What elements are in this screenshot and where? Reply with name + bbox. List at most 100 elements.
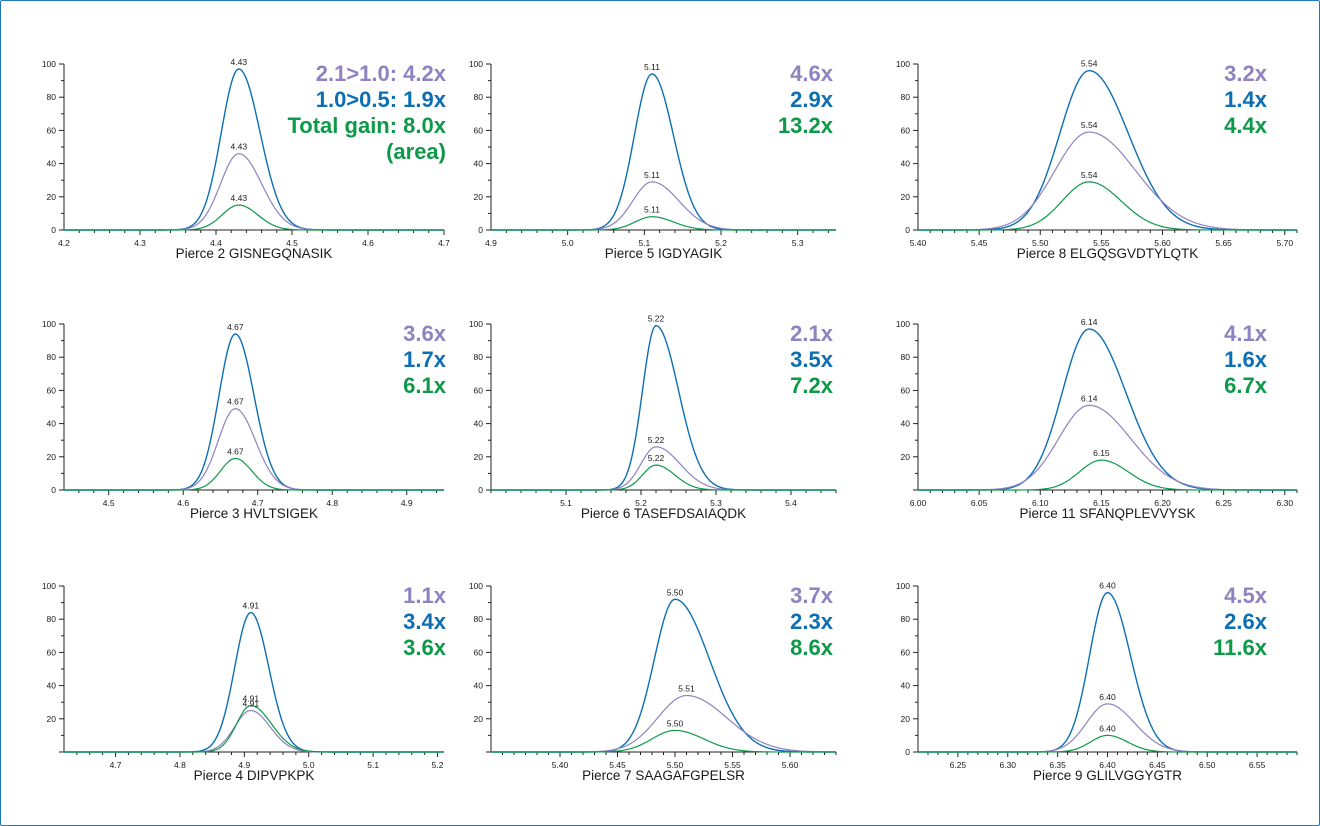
chromatogram-panel: 5.40 5.45 5.50 5.55 5.60 5.65 5.70 0 20 40 60 80 100… xyxy=(896,59,1298,261)
chromatogram-panel: 6.25 6.30 6.35 6.40 6.45 6.50 6.55 0 20 40 60 80 100… xyxy=(896,581,1298,783)
peak-label: 4.67 xyxy=(227,322,244,332)
chromatogram-panel: 4.9 5.0 5.1 5.2 5.3 0 20 40 60 80 100 5.11 5.11 5.11 P… xyxy=(469,59,836,261)
peak-label: 6.14 xyxy=(1081,393,1098,403)
gain-label: 2.6x xyxy=(1224,609,1268,634)
gain-label: 1.0>0.5: 1.9x xyxy=(316,87,447,112)
x-tick-label: 6.15 xyxy=(1093,498,1110,508)
gain-label: 3.4x xyxy=(403,609,447,634)
x-tick-label: 4.8 xyxy=(174,760,186,770)
y-tick-label: 20 xyxy=(47,192,57,202)
blue-trace xyxy=(64,333,444,491)
y-tick-label: 40 xyxy=(47,681,57,691)
purple-trace xyxy=(491,181,836,231)
x-tick-label: 5.50 xyxy=(1032,238,1049,248)
x-tick-label: 4.5 xyxy=(286,238,298,248)
gain-label: 4.4x xyxy=(1224,113,1268,138)
y-tick-label: 0 xyxy=(51,225,56,235)
y-tick-label: 80 xyxy=(47,92,57,102)
gain-label: 2.3x xyxy=(790,609,834,634)
x-tick-label: 5.3 xyxy=(792,238,804,248)
x-tick-label: 6.00 xyxy=(910,498,927,508)
y-tick-label: 60 xyxy=(47,647,57,657)
peak-label: 4.91 xyxy=(243,699,260,709)
y-tick-label: 80 xyxy=(901,614,911,624)
x-tick-label: 5.60 xyxy=(782,760,799,770)
x-tick-label: 5.2 xyxy=(635,498,647,508)
gain-label: 3.2x xyxy=(1224,61,1268,86)
y-tick-label: 0 xyxy=(478,485,483,495)
x-tick-label: 5.1 xyxy=(560,498,572,508)
blue-trace xyxy=(64,611,444,753)
y-tick-label: 0 xyxy=(905,225,910,235)
gain-label: 4.5x xyxy=(1224,583,1268,608)
gain-label: 6.1x xyxy=(403,373,447,398)
y-tick-label: 60 xyxy=(901,125,911,135)
x-tick-label: 6.20 xyxy=(1154,498,1171,508)
gain-label: 4.1x xyxy=(1224,321,1268,346)
panel-title: Pierce 5 IGDYAGIK xyxy=(605,246,723,261)
y-tick-label: 40 xyxy=(47,159,57,169)
gain-label: 1.4x xyxy=(1224,87,1268,112)
x-tick-label: 5.45 xyxy=(609,760,626,770)
x-tick-label: 6.10 xyxy=(1032,498,1049,508)
y-tick-label: 80 xyxy=(474,92,484,102)
x-tick-label: 6.40 xyxy=(1099,760,1116,770)
x-tick-label: 5.3 xyxy=(710,498,722,508)
y-tick-label: 40 xyxy=(474,419,484,429)
y-tick-label: 20 xyxy=(901,192,911,202)
y-tick-label: 100 xyxy=(469,319,483,329)
y-tick-label: 40 xyxy=(474,159,484,169)
gain-label: 2.9x xyxy=(790,87,834,112)
y-tick-label: 20 xyxy=(47,452,57,462)
gain-label: 7.2x xyxy=(790,373,834,398)
peak-label: 5.11 xyxy=(644,205,660,215)
chromatogram-panel: 4.5 4.6 4.7 4.8 4.9 0 20 40 60 80 100 4.67 4.67 4.67 P… xyxy=(42,319,447,521)
green-trace xyxy=(64,704,444,753)
x-tick-label: 6.25 xyxy=(950,760,967,770)
x-tick-label: 5.45 xyxy=(971,238,988,248)
purple-trace xyxy=(64,709,444,753)
chromatogram-panel: 4.7 4.8 4.9 5.0 5.1 5.2204060801004.914.914.9… xyxy=(42,581,447,783)
x-tick-label: 6.05 xyxy=(971,498,988,508)
y-tick-label: 100 xyxy=(896,581,910,591)
y-tick-label: 0 xyxy=(51,485,56,495)
gain-label: Total gain: 8.0x xyxy=(287,113,446,138)
peak-label: 5.51 xyxy=(678,684,695,694)
peak-label: 5.22 xyxy=(648,314,665,324)
chromatogram-panel: 5.40 5.45 5.50 5.55 5.60 20 40 60 80 100 5.50 5.51 5… xyxy=(469,581,837,783)
purple-trace xyxy=(491,694,836,753)
y-tick-label: 100 xyxy=(469,581,483,591)
peak-label: 4.43 xyxy=(231,57,248,67)
green-trace xyxy=(64,457,444,491)
gain-label: 6.7x xyxy=(1224,373,1268,398)
x-tick-label: 5.55 xyxy=(724,760,741,770)
blue-trace xyxy=(491,73,836,231)
y-tick-label: 40 xyxy=(47,419,57,429)
peak-label: 5.50 xyxy=(667,718,684,728)
peak-label: 5.11 xyxy=(644,62,660,72)
y-tick-label: 20 xyxy=(474,192,484,202)
x-tick-label: 4.4 xyxy=(210,238,222,248)
peak-label: 6.40 xyxy=(1099,581,1116,591)
gain-label: 13.2x xyxy=(778,113,834,138)
y-tick-label: 80 xyxy=(901,352,911,362)
gain-label: 8.6x xyxy=(790,635,834,660)
x-tick-label: 5.40 xyxy=(910,238,927,248)
green-trace xyxy=(918,181,1297,231)
gain-label: 2.1>1.0: 4.2x xyxy=(316,61,447,86)
x-tick-label: 5.1 xyxy=(367,760,379,770)
green-trace xyxy=(918,459,1297,491)
peak-label: 5.22 xyxy=(648,435,665,445)
y-tick-label: 100 xyxy=(469,59,483,69)
peak-label: 5.54 xyxy=(1081,170,1098,180)
y-tick-label: 100 xyxy=(896,59,910,69)
x-tick-label: 5.65 xyxy=(1215,238,1232,248)
y-tick-label: 40 xyxy=(474,681,484,691)
peak-label: 4.91 xyxy=(243,601,260,611)
y-tick-label: 60 xyxy=(47,385,57,395)
x-tick-label: 5.50 xyxy=(667,760,684,770)
gain-label: 3.7x xyxy=(790,583,834,608)
x-tick-label: 5.60 xyxy=(1154,238,1171,248)
blue-trace xyxy=(491,598,836,753)
y-tick-label: 20 xyxy=(901,714,911,724)
